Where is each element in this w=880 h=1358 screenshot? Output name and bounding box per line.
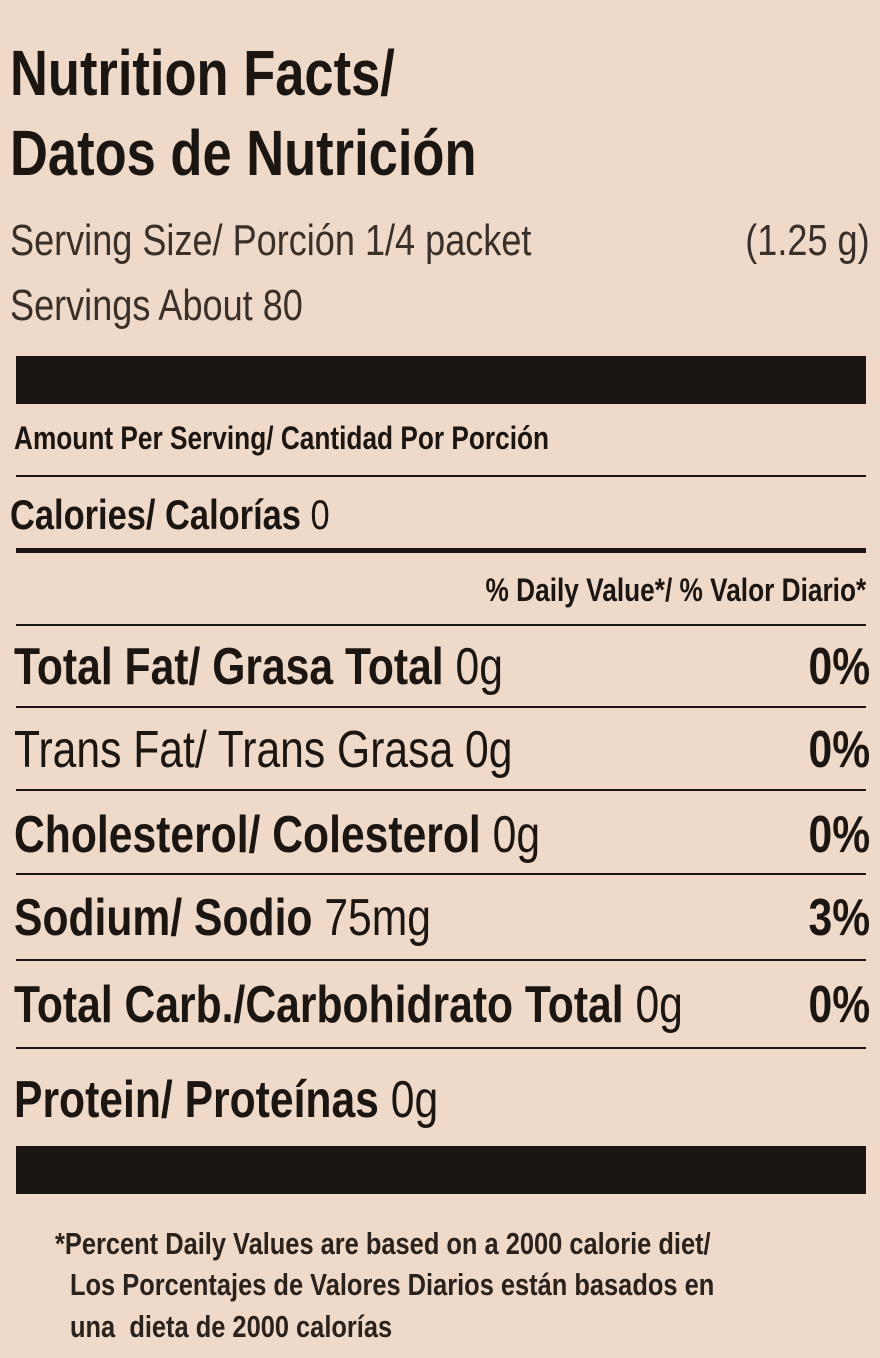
nutrient-amount: 0g: [390, 1071, 439, 1129]
serving-amount: (1.25 g): [745, 216, 870, 265]
nutrient-name: Protein/ Proteínas: [14, 1071, 379, 1129]
nutrient-row: Total Fat/ Grasa Total 0g: [14, 637, 503, 697]
nutrient-amount: 0g: [465, 721, 513, 779]
nutrient-name: Total Fat/ Grasa Total: [14, 638, 444, 696]
nutrient-amount: 75mg: [324, 889, 431, 947]
nutrient-name: Cholesterol/ Colesterol: [14, 806, 481, 864]
nutrient-row: Total Carb./Carbohidrato Total 0g: [14, 975, 683, 1035]
nutrient-row: Protein/ Proteínas 0g: [14, 1070, 438, 1130]
rule: [16, 959, 866, 961]
rule: [16, 789, 866, 791]
thick-rule: [16, 356, 866, 404]
rule: [16, 706, 866, 708]
calories-label: Calories/ Calorías: [10, 491, 301, 538]
nutrient-name: Total Carb./Carbohidrato Total: [14, 976, 624, 1034]
medium-rule: [16, 548, 866, 553]
daily-value: 0%: [808, 721, 870, 779]
footnote: una dieta de 2000 calorías: [70, 1309, 393, 1344]
title: Nutrition Facts/: [10, 37, 395, 109]
nutrient-row: Sodium/ Sodio 75mg: [14, 888, 431, 948]
calories: Calories/ Calorías 0: [10, 490, 330, 540]
serving-size: Serving Size/ Porción 1/4 packet: [10, 216, 532, 265]
nutrient-row: Trans Fat/ Trans Grasa 0g: [14, 720, 512, 780]
nutrient-name: Sodium/ Sodio: [14, 889, 313, 947]
nutrient-row: Cholesterol/ Colesterol 0g: [14, 805, 540, 865]
rule: [16, 475, 866, 477]
nutrient-amount: 0g: [455, 638, 503, 696]
nutrient-amount: 0g: [492, 806, 541, 864]
amount-header: Amount Per Serving/ Cantidad Por Porción: [14, 420, 550, 456]
calories-value: 0: [310, 491, 330, 538]
daily-value: 0%: [808, 976, 870, 1034]
nutrient-amount: 0g: [635, 976, 683, 1034]
nutrient-name: Trans Fat/ Trans Grasa: [14, 721, 454, 779]
daily-value-header: % Daily Value*/ % Valor Diario*: [485, 572, 866, 608]
footnote: Los Porcentajes de Valores Diarios están…: [70, 1267, 715, 1302]
servings: Servings About 80: [10, 281, 303, 330]
daily-value: 3%: [808, 889, 870, 947]
daily-value: 0%: [808, 638, 870, 696]
title: Datos de Nutrición: [10, 117, 477, 189]
thick-rule: [16, 1146, 866, 1194]
rule: [16, 1047, 866, 1049]
rule: [16, 624, 866, 626]
footnote: *Percent Daily Values are based on a 200…: [55, 1226, 711, 1261]
daily-value: 0%: [808, 806, 870, 864]
rule: [16, 873, 866, 875]
